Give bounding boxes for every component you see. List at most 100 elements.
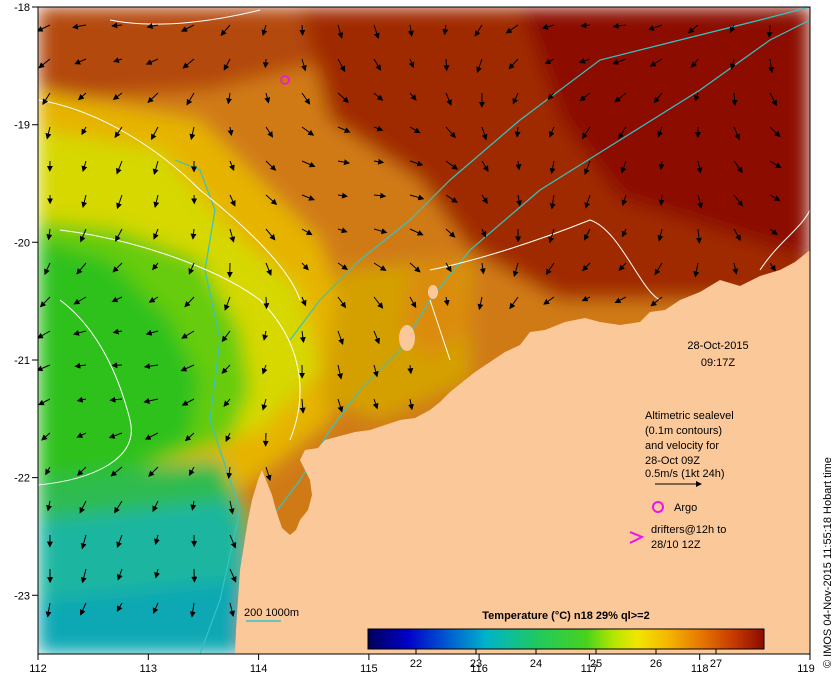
velocity-arrow [694, 92, 700, 102]
velocity-arrow [731, 92, 738, 106]
velocity-arrow [44, 262, 51, 276]
velocity-arrow [769, 228, 778, 236]
velocity-arrow [481, 160, 489, 172]
velocity-arrow [153, 228, 159, 240]
velocity-arrow [74, 362, 87, 369]
velocity-arrow [650, 296, 663, 307]
velocity-arrow [265, 194, 278, 205]
velocity-arrow [299, 24, 306, 36]
credit-text: © IMOS 04-Nov-2015 11:55:18 Hobart time [822, 457, 834, 668]
velocity-arrow [618, 262, 627, 272]
land-mass [235, 250, 810, 654]
velocity-arrow [46, 228, 53, 241]
velocity-arrow [109, 396, 123, 403]
velocity-arrow [152, 500, 159, 513]
velocity-arrow [116, 602, 123, 612]
lon-tick-label: 119 [797, 663, 815, 675]
velocity-arrow [73, 296, 87, 305]
velocity-arrow [653, 92, 663, 104]
bathymetry-contours [174, 7, 810, 654]
lon-tick-label: 113 [140, 663, 158, 675]
velocity-arrow [223, 58, 231, 71]
velocity-arrow [647, 24, 663, 31]
velocity-arrow [190, 500, 197, 511]
velocity-arrow [229, 534, 237, 549]
velocity-arrow [687, 24, 699, 34]
velocity-arrow [337, 296, 347, 309]
velocity-arrow [409, 228, 424, 236]
velocity-arrow [657, 126, 663, 138]
velocity-arrow [621, 228, 628, 238]
velocity-arrow [152, 160, 159, 176]
velocity-arrow [769, 262, 776, 272]
velocity-arrow [733, 126, 741, 141]
velocity-arrow [445, 228, 456, 238]
velocity-arrow [227, 126, 234, 137]
velocity-arrow [337, 92, 349, 103]
velocity-arrow [337, 24, 344, 39]
velocity-arrow [337, 192, 348, 199]
velocity-arrow [769, 92, 777, 107]
velocity-arrow [445, 194, 458, 203]
velocity-arrow [445, 262, 452, 273]
velocity-arrow [116, 194, 123, 210]
velocity-arrow [548, 126, 555, 138]
velocity-arrow [372, 364, 379, 378]
velocity-arrow [337, 330, 344, 345]
velocity-arrow [79, 602, 87, 616]
velocity-arrow [508, 58, 519, 70]
velocity-arrow [73, 330, 87, 336]
velocity-arrow [657, 228, 664, 242]
lon-tick-label: 118 [691, 663, 709, 675]
colorbar-tick-label: 27 [710, 658, 722, 670]
velocity-arrow [152, 602, 159, 615]
image-time: 09:17Z [701, 357, 736, 369]
temperature-colorbar: Temperature (°C) n18 29% ql>=2 22 23 24 25 2… [367, 610, 765, 670]
velocity-arrow [72, 23, 87, 30]
drifter-legend-icon [629, 531, 645, 544]
velocity-arrow [515, 194, 522, 207]
velocity-arrow [696, 160, 703, 174]
sst-field [38, 7, 810, 654]
velocity-arrow [372, 398, 379, 410]
velocity-arrow [265, 228, 276, 241]
velocity-arrow [153, 534, 160, 545]
velocity-arrow [74, 58, 87, 65]
argo-legend-icon [652, 501, 664, 513]
image-date: 28-Oct-2015 [687, 340, 748, 352]
velocity-arrow [509, 296, 519, 310]
latitude-axis: -18 -19 -20 -21 -22 -23 [14, 2, 38, 602]
velocity-arrow [477, 296, 484, 311]
lon-tick-label: 114 [250, 663, 268, 675]
velocity-arrow [263, 296, 270, 310]
altimetry-line: 28-Oct 09Z [645, 455, 700, 467]
velocity-arrow [38, 330, 51, 339]
velocity-arrow [81, 194, 88, 208]
velocity-arrow [152, 262, 159, 271]
velocity-arrow [445, 126, 456, 139]
velocity-arrow [612, 22, 627, 29]
map-frame [37, 6, 811, 655]
velocity-arrow [145, 329, 159, 336]
altimetry-line: Altimetric sealevel [645, 410, 734, 422]
velocity-arrow [189, 126, 196, 141]
velocity-arrow [337, 159, 350, 166]
argo-legend-label: Argo [674, 502, 697, 514]
velocity-arrow [729, 58, 736, 70]
velocity-arrow [229, 194, 236, 207]
velocity-arrow [265, 126, 274, 138]
velocity-arrow [77, 92, 87, 101]
velocity-arrow [476, 58, 483, 74]
velocity-arrow [505, 24, 519, 34]
velocity-arrow [81, 160, 88, 173]
velocity-arrow [549, 160, 556, 175]
velocity-arrow [614, 92, 627, 103]
velocity-arrow [512, 262, 519, 278]
velocity-arrow [189, 602, 196, 618]
velocity-arrow [337, 398, 344, 413]
velocity-arrow [373, 262, 387, 271]
drifters-line: drifters@12h to [651, 524, 726, 536]
velocity-arrow [690, 58, 699, 68]
velocity-arrow [583, 228, 591, 241]
velocity-arrow [373, 296, 384, 309]
